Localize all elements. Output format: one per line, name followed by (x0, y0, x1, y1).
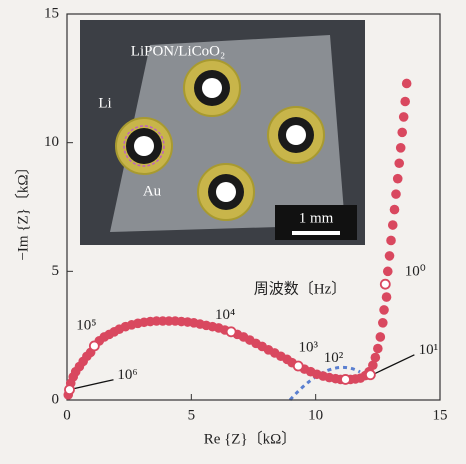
frequency-point (90, 341, 99, 350)
frequency-label: 10⁰ (405, 264, 426, 280)
point (390, 205, 400, 215)
point (383, 267, 393, 277)
y-tick-label: 5 (52, 263, 60, 279)
annotation-title: 周波数〔Hz〕 (254, 280, 347, 297)
point (396, 143, 406, 153)
frequency-point (294, 362, 303, 371)
point (371, 353, 381, 363)
inset-label: 1 mm (299, 210, 334, 226)
point (394, 158, 404, 168)
point (391, 189, 401, 199)
inset-label: Li (98, 95, 111, 111)
point (397, 128, 407, 138)
y-tick-label: 0 (52, 391, 60, 407)
frequency-label: 10⁴ (215, 307, 235, 323)
frequency-point (65, 385, 74, 394)
annotation-arrow (73, 380, 113, 389)
point (378, 318, 388, 328)
chart: LiPON/LiCoO₂ Li Au 1 mm 周波数〔Hz〕 Re {Z}〔k… (0, 0, 466, 459)
y-tick-label: 10 (44, 134, 59, 150)
frequency-point (227, 327, 236, 336)
x-tick-label: 15 (433, 407, 448, 423)
point (402, 79, 412, 89)
frequency-label: 10³ (299, 339, 319, 355)
point (382, 292, 392, 302)
point (385, 251, 395, 261)
point (399, 112, 409, 122)
point (379, 305, 389, 315)
inset-label: Au (143, 183, 162, 199)
x-tick-label: 10 (308, 407, 323, 423)
frequency-label: 10² (324, 350, 344, 366)
frequency-point (366, 370, 375, 379)
inset-label: LiPON/LiCoO₂ (131, 43, 225, 59)
x-tick-label: 5 (188, 407, 196, 423)
point (400, 97, 410, 107)
point (376, 332, 386, 342)
frequency-point (381, 280, 390, 289)
annotation-arrow (374, 355, 414, 374)
point (373, 344, 383, 354)
y-axis-label: −Im {Z}〔kΩ〕 (14, 159, 31, 260)
frequency-point (341, 375, 350, 384)
x-tick-label: 0 (63, 407, 71, 423)
x-axis-label: Re {Z}〔kΩ〕 (204, 430, 297, 447)
frequency-label: 10¹ (419, 342, 439, 358)
point (393, 174, 403, 184)
frequency-label: 10⁶ (117, 367, 137, 383)
y-tick-label: 15 (44, 5, 59, 21)
frequency-label: 10⁵ (76, 317, 96, 333)
point (388, 220, 398, 230)
point (386, 236, 396, 246)
